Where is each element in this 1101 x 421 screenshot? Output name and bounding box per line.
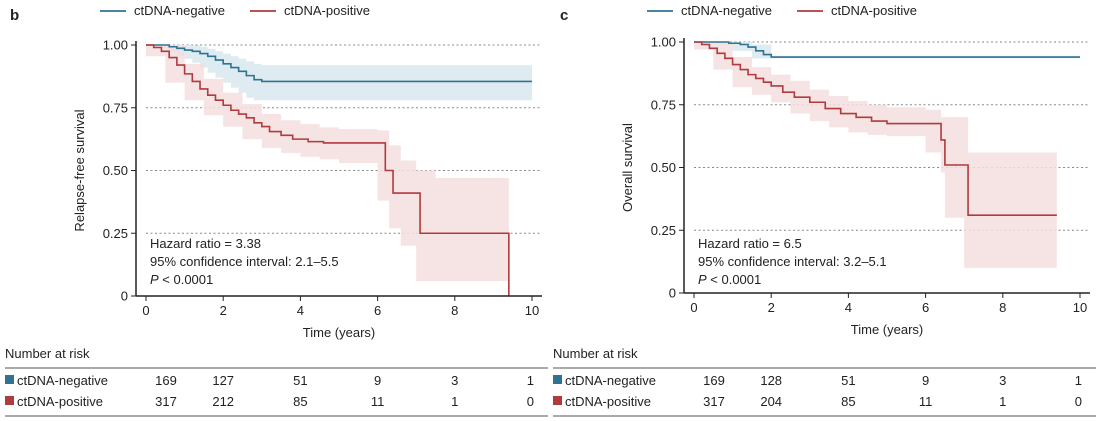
legend-label-positive: ctDNA-positive bbox=[831, 3, 917, 18]
risk-value-negative-8: 3 bbox=[451, 373, 458, 388]
legend-label-positive: ctDNA-positive bbox=[284, 3, 370, 18]
risk-swatch-positive bbox=[5, 396, 14, 405]
x-tick-label-1: 2 bbox=[220, 303, 227, 318]
p-value-rest: < 0.0001 bbox=[707, 272, 762, 287]
risk-value-positive-0: 317 bbox=[155, 394, 177, 409]
y-tick-label-3: 0.75 bbox=[103, 100, 128, 115]
x-axis-title: Time (years) bbox=[303, 325, 375, 340]
y-tick-label-3: 0.75 bbox=[651, 97, 676, 112]
x-tick-label-0: 0 bbox=[690, 300, 697, 315]
panel-c: c ctDNA-negative ctDNA-positive 0 2 4 6 8 10 0 0.2… bbox=[560, 3, 1090, 337]
risk-value-positive-2: 212 bbox=[212, 394, 234, 409]
risk-row-label-negative: ctDNA-negative bbox=[565, 373, 656, 388]
risk-value-negative-6: 9 bbox=[922, 373, 929, 388]
risk-value-negative-0: 169 bbox=[703, 373, 725, 388]
y-axis-title: Relapse-free survival bbox=[72, 109, 87, 231]
y-tick-label-0: 0 bbox=[121, 289, 128, 304]
x-tick-label-4: 8 bbox=[451, 303, 458, 318]
panel-b: b ctDNA-negative ctDNA-positive 0 2 4 6 8 10 0 0.2… bbox=[10, 3, 542, 340]
risk-table-c: Number at risk ctDNA-negative 169 128 51 9 3 1 c… bbox=[553, 346, 1096, 417]
risk-table-b: Number at risk ctDNA-negative 169 127 51 9 3 1 c… bbox=[5, 346, 548, 417]
risk-swatch-negative bbox=[553, 375, 562, 384]
risk-value-negative-4: 51 bbox=[841, 373, 855, 388]
risk-row-label-positive: ctDNA-positive bbox=[17, 394, 103, 409]
legend-label-negative: ctDNA-negative bbox=[134, 3, 225, 18]
risk-value-positive-2: 204 bbox=[760, 394, 782, 409]
survival-curve-positive bbox=[146, 44, 510, 296]
x-tick-label-3: 6 bbox=[922, 300, 929, 315]
p-value-text: P < 0.0001 bbox=[698, 272, 761, 287]
confidence-interval-text: 95% confidence interval: 2.1–5.5 bbox=[150, 254, 339, 269]
risk-value-positive-8: 1 bbox=[999, 394, 1006, 409]
risk-row-label-positive: ctDNA-positive bbox=[565, 394, 651, 409]
y-tick-label-2: 0.50 bbox=[103, 163, 128, 178]
risk-value-positive-4: 85 bbox=[293, 394, 307, 409]
confidence-interval-text: 95% confidence interval: 3.2–5.1 bbox=[698, 254, 887, 269]
survival-curve-negative bbox=[694, 41, 1080, 58]
p-value-rest: < 0.0001 bbox=[159, 272, 214, 287]
y-tick-label-1: 0.25 bbox=[103, 226, 128, 241]
risk-value-negative-2: 127 bbox=[212, 373, 234, 388]
ci-band-positive bbox=[694, 42, 1057, 268]
p-value-letter: P bbox=[150, 272, 159, 287]
x-tick-label-5: 10 bbox=[525, 303, 539, 318]
risk-value-negative-4: 51 bbox=[293, 373, 307, 388]
risk-value-positive-4: 85 bbox=[841, 394, 855, 409]
y-tick-label-4: 1.00 bbox=[651, 35, 676, 50]
x-axis-title: Time (years) bbox=[851, 322, 923, 337]
x-tick-label-0: 0 bbox=[142, 303, 149, 318]
hazard-ratio-text: Hazard ratio = 6.5 bbox=[698, 236, 802, 251]
y-axis-title: Overall survival bbox=[620, 123, 635, 212]
panel-letter-b: b bbox=[10, 7, 19, 24]
risk-value-negative-2: 128 bbox=[760, 373, 782, 388]
y-tick-label-4: 1.00 bbox=[103, 38, 128, 53]
risk-value-positive-10: 0 bbox=[1075, 394, 1082, 409]
x-tick-label-5: 10 bbox=[1073, 300, 1087, 315]
risk-swatch-negative bbox=[5, 375, 14, 384]
risk-value-negative-10: 1 bbox=[527, 373, 534, 388]
y-tick-label-2: 0.50 bbox=[651, 160, 676, 175]
risk-row-label-negative: ctDNA-negative bbox=[17, 373, 108, 388]
risk-table-header: Number at risk bbox=[5, 346, 90, 361]
x-tick-label-2: 4 bbox=[297, 303, 304, 318]
ci-band-positive bbox=[146, 45, 509, 281]
ci-band-negative bbox=[146, 45, 532, 101]
x-tick-label-1: 2 bbox=[768, 300, 775, 315]
survival-curve-negative bbox=[146, 44, 532, 83]
risk-value-positive-0: 317 bbox=[703, 394, 725, 409]
x-tick-label-2: 4 bbox=[845, 300, 852, 315]
risk-table-header: Number at risk bbox=[553, 346, 638, 361]
risk-value-positive-8: 1 bbox=[451, 394, 458, 409]
ci-band-negative bbox=[694, 42, 1080, 59]
x-tick-label-3: 6 bbox=[374, 303, 381, 318]
panel-letter-c: c bbox=[560, 7, 568, 24]
risk-value-positive-6: 11 bbox=[919, 394, 933, 409]
legend-label-negative: ctDNA-negative bbox=[681, 3, 772, 18]
risk-value-positive-6: 11 bbox=[371, 394, 385, 409]
risk-value-negative-8: 3 bbox=[999, 373, 1006, 388]
risk-value-positive-10: 0 bbox=[527, 394, 534, 409]
x-tick-label-4: 8 bbox=[999, 300, 1006, 315]
p-value-text: P < 0.0001 bbox=[150, 272, 213, 287]
risk-value-negative-0: 169 bbox=[155, 373, 177, 388]
y-tick-label-1: 0.25 bbox=[651, 223, 676, 238]
survival-curve-positive bbox=[694, 41, 1057, 216]
risk-value-negative-6: 9 bbox=[374, 373, 381, 388]
hazard-ratio-text: Hazard ratio = 3.38 bbox=[150, 236, 261, 251]
y-tick-label-0: 0 bbox=[669, 286, 676, 301]
risk-swatch-positive bbox=[553, 396, 562, 405]
risk-value-negative-10: 1 bbox=[1075, 373, 1082, 388]
p-value-letter: P bbox=[698, 272, 707, 287]
